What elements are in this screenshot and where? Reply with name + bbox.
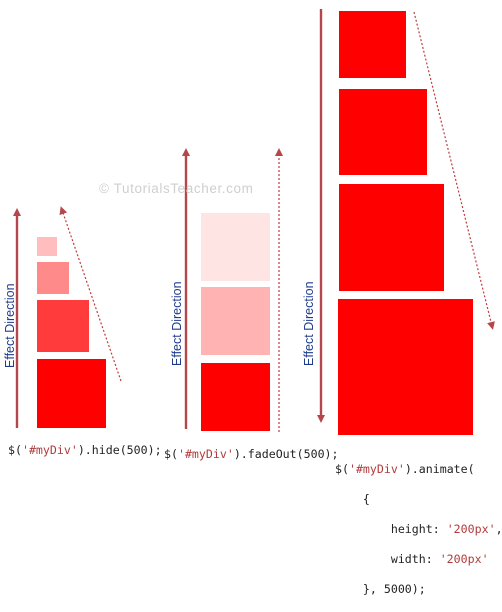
animate-height-key: height: bbox=[335, 522, 447, 536]
animate-code-line-5: }, 5000); bbox=[335, 582, 426, 596]
animate-height-comma: , bbox=[495, 522, 502, 536]
watermark: © TutorialsTeacher.com bbox=[99, 181, 254, 196]
hide-code-prefix: $( bbox=[8, 443, 22, 457]
animate-panel bbox=[317, 9, 495, 435]
fadeout-effect-direction-label: Effect Direction bbox=[170, 281, 184, 366]
hide-box-large bbox=[37, 300, 89, 352]
hide-box-medium bbox=[37, 262, 69, 294]
hide-code: $('#myDiv').hide(500); bbox=[8, 443, 162, 458]
hide-code-suffix: ).hide(500); bbox=[77, 443, 162, 457]
jquery-effects-diagram bbox=[13, 9, 495, 435]
hide-box-full bbox=[37, 359, 106, 428]
animate-width-key: width: bbox=[335, 552, 440, 566]
animate-box-full bbox=[338, 299, 473, 435]
hide-code-selector: '#myDiv' bbox=[21, 443, 78, 457]
hide-panel bbox=[13, 206, 122, 428]
fadeout-code-selector: '#myDiv' bbox=[177, 447, 234, 461]
fadeout-box-solid bbox=[201, 363, 270, 431]
animate-width-value: '200px' bbox=[439, 552, 489, 566]
animate-effect-direction-label: Effect Direction bbox=[302, 281, 316, 366]
animate-code-selector: '#myDiv' bbox=[348, 462, 405, 476]
fadeout-box-faded bbox=[201, 287, 270, 355]
fadeout-panel bbox=[182, 148, 283, 432]
fadeout-code-prefix: $( bbox=[164, 447, 178, 461]
hide-effect-direction-label: Effect Direction bbox=[3, 283, 17, 368]
hide-diagonal-arrow bbox=[59, 206, 122, 382]
fadeout-box-faint bbox=[201, 213, 270, 281]
animate-code-line-4: width: '200px' bbox=[335, 552, 502, 567]
hide-box-small bbox=[37, 237, 57, 256]
animate-code-suffix: ).animate( bbox=[404, 462, 475, 476]
animate-code-line-1: $('#myDiv').animate( bbox=[335, 462, 502, 477]
animate-code-prefix: $( bbox=[335, 462, 349, 476]
animate-box-large bbox=[339, 184, 444, 291]
fadeout-code-suffix: ).fadeOut(500); bbox=[233, 447, 339, 461]
animate-box-medium bbox=[339, 89, 427, 175]
animate-code-line-2: { bbox=[335, 492, 370, 506]
animate-box-small bbox=[339, 11, 406, 78]
animate-height-value: '200px' bbox=[446, 522, 496, 536]
animate-diagonal-arrow bbox=[413, 11, 495, 330]
fadeout-code: $('#myDiv').fadeOut(500); bbox=[164, 447, 339, 462]
